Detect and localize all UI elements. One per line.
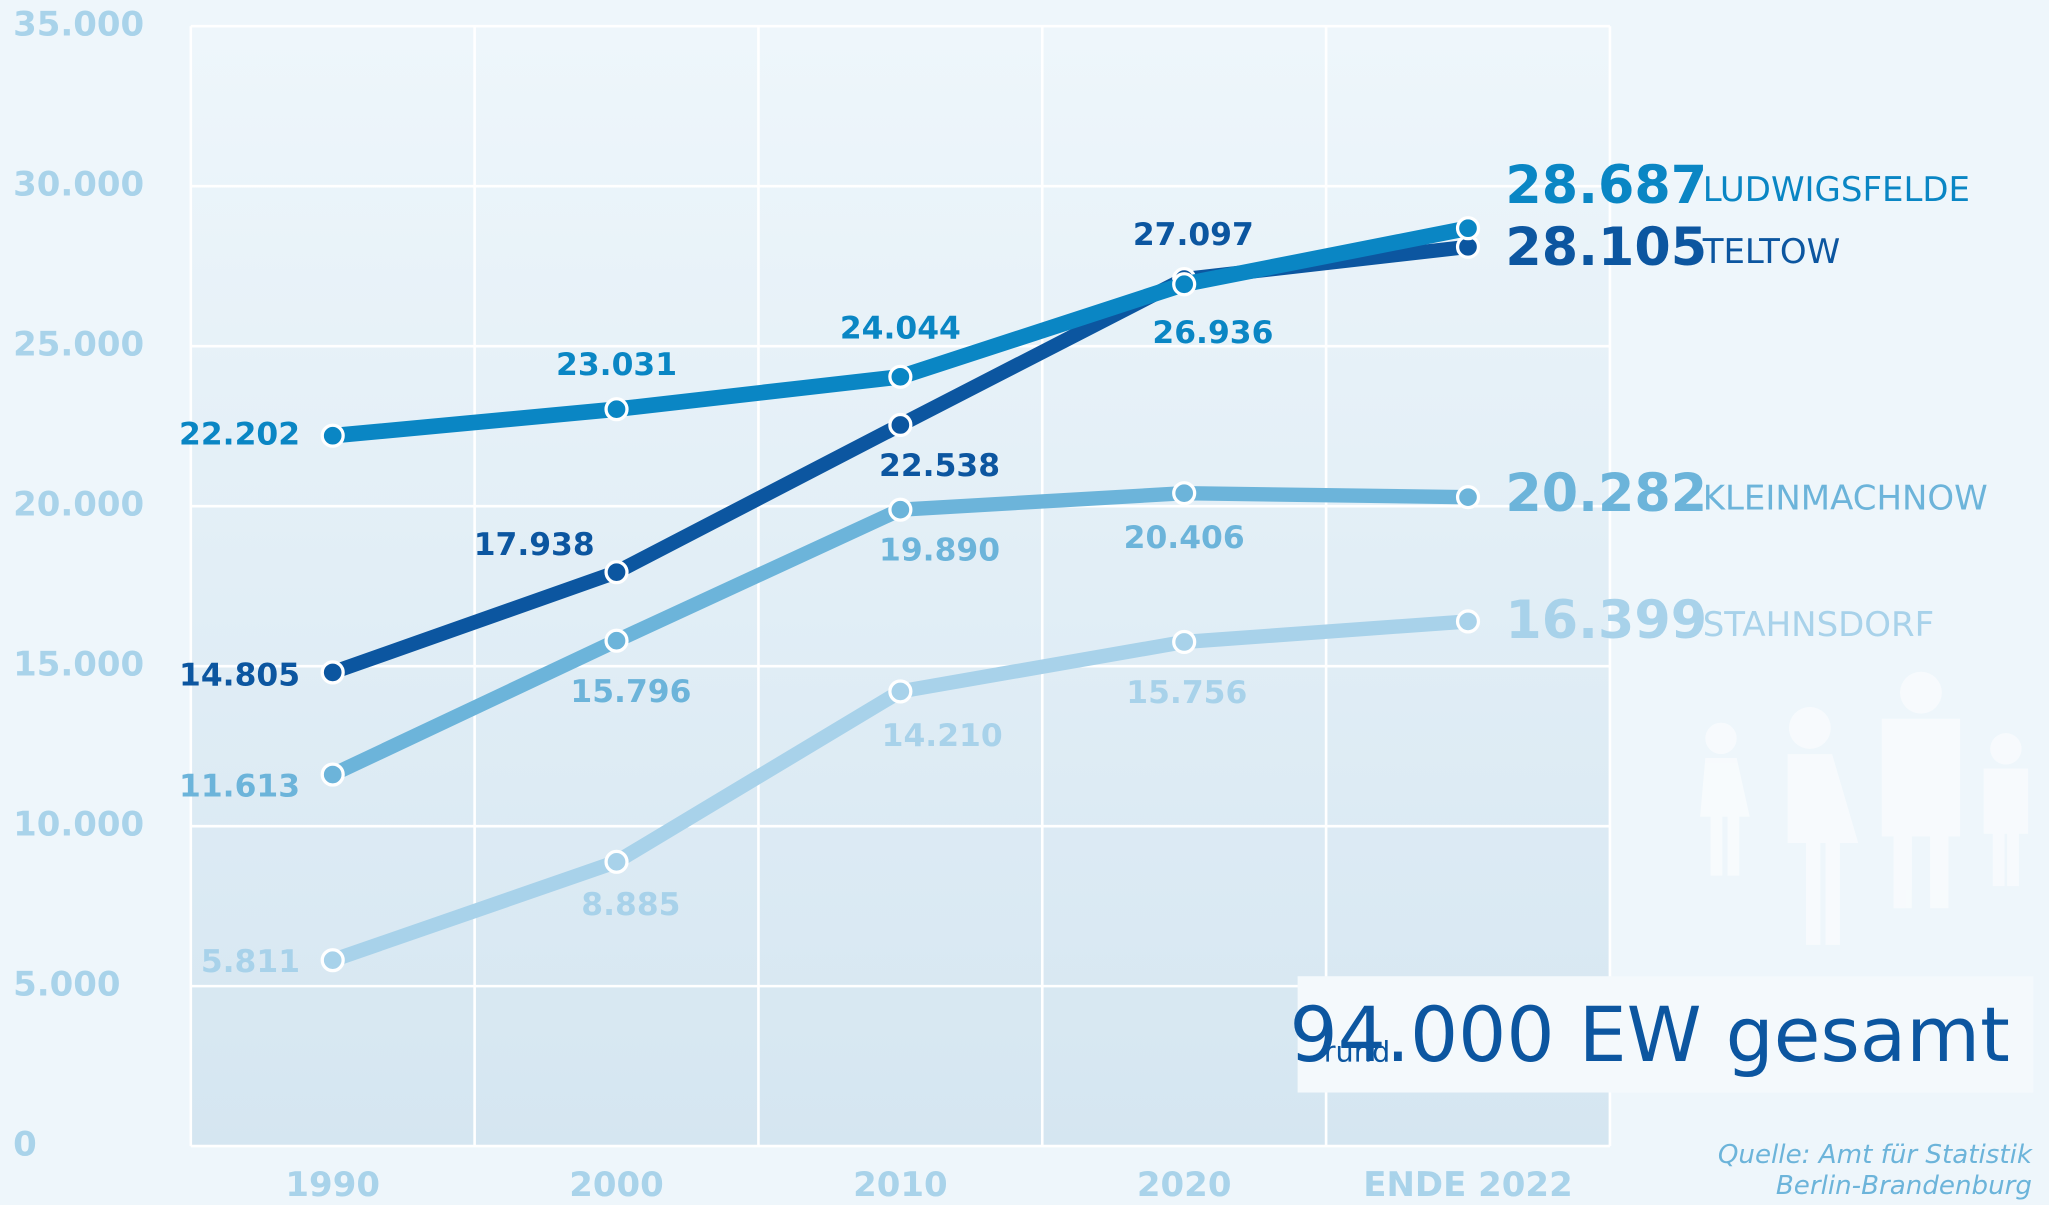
- data-label: 26.936: [1152, 315, 1273, 351]
- end-value-label: 16.399: [1505, 590, 1707, 651]
- data-label: 14.805: [179, 657, 300, 693]
- total: 94.000 EW gesamt: [1289, 991, 2009, 1079]
- data-point: [1172, 629, 1197, 655]
- data-label: 20.406: [1124, 520, 1245, 556]
- data-point: [320, 423, 345, 448]
- x-tick-label: 2010: [853, 1165, 948, 1205]
- data-point: [604, 628, 629, 653]
- data-point: [888, 497, 913, 522]
- x-tick-label: 1990: [285, 1165, 380, 1205]
- y-tick-label: 20.000: [13, 485, 144, 525]
- x-tick-label: 2000: [569, 1165, 664, 1205]
- y-tick-label: 30.000: [13, 165, 144, 205]
- series-name: STAHNSDORF: [1703, 605, 1934, 645]
- data-point: [1172, 272, 1197, 297]
- data-label: 22.202: [179, 417, 300, 453]
- data-point: [1455, 216, 1481, 241]
- grid: [189, 24, 1612, 1148]
- data-label: 15.796: [570, 674, 691, 710]
- y-tick-label: 35.000: [13, 5, 144, 45]
- plot-area: [190, 26, 1610, 1147]
- data-label: 5.811: [201, 944, 300, 980]
- series-name: KLEINMACHNOW: [1703, 478, 1988, 518]
- data-point: [888, 679, 913, 704]
- y-tick-label: 15.000: [13, 645, 144, 685]
- data-label: 19.890: [879, 533, 1000, 569]
- source: Berlin-Brandenburg: [1776, 1171, 2032, 1201]
- data-label: 8.885: [581, 887, 680, 923]
- y-tick-label: 5.000: [13, 965, 120, 1005]
- y-tick-label: 25.000: [13, 325, 144, 365]
- data-label: 24.044: [840, 311, 961, 347]
- data-point: [320, 948, 345, 973]
- people-icon: [1700, 671, 2029, 945]
- data-point: [604, 397, 629, 422]
- x-tick-label: 2020: [1137, 1165, 1232, 1205]
- x-tick-label: ENDE 2022: [1363, 1165, 1572, 1205]
- y-tick-label: 10.000: [13, 805, 144, 845]
- data-point: [1455, 609, 1481, 634]
- data-label: 22.538: [879, 448, 1000, 484]
- end-value-label: 28.687: [1505, 155, 1707, 216]
- lines: [320, 216, 1481, 973]
- data-label: 14.210: [882, 718, 1003, 754]
- data-label: 23.031: [556, 347, 677, 383]
- source: Quelle: Amt für Statistik: [1718, 1140, 2033, 1170]
- data-point: [604, 849, 629, 874]
- end-value-label: 28.105: [1505, 217, 1707, 278]
- y-tick-label: 0: [13, 1125, 37, 1165]
- data-point: [320, 660, 345, 685]
- series-name: LUDWIGSFELDE: [1703, 170, 1970, 210]
- total-prefix: rund: [1324, 1034, 1390, 1068]
- data-point: [1455, 485, 1481, 510]
- end-value-label: 20.282: [1505, 463, 1707, 524]
- data-label: 27.097: [1133, 217, 1254, 253]
- data-point: [604, 560, 629, 585]
- data-label: 15.756: [1126, 675, 1247, 711]
- data-point: [888, 412, 913, 438]
- data-label: 17.938: [474, 527, 595, 563]
- data-point: [1172, 481, 1197, 506]
- data-point: [320, 762, 345, 787]
- total-box: [1297, 976, 2034, 1093]
- data-point: [888, 364, 913, 389]
- series-name: TELTOW: [1702, 232, 1841, 272]
- data-label: 11.613: [179, 769, 300, 805]
